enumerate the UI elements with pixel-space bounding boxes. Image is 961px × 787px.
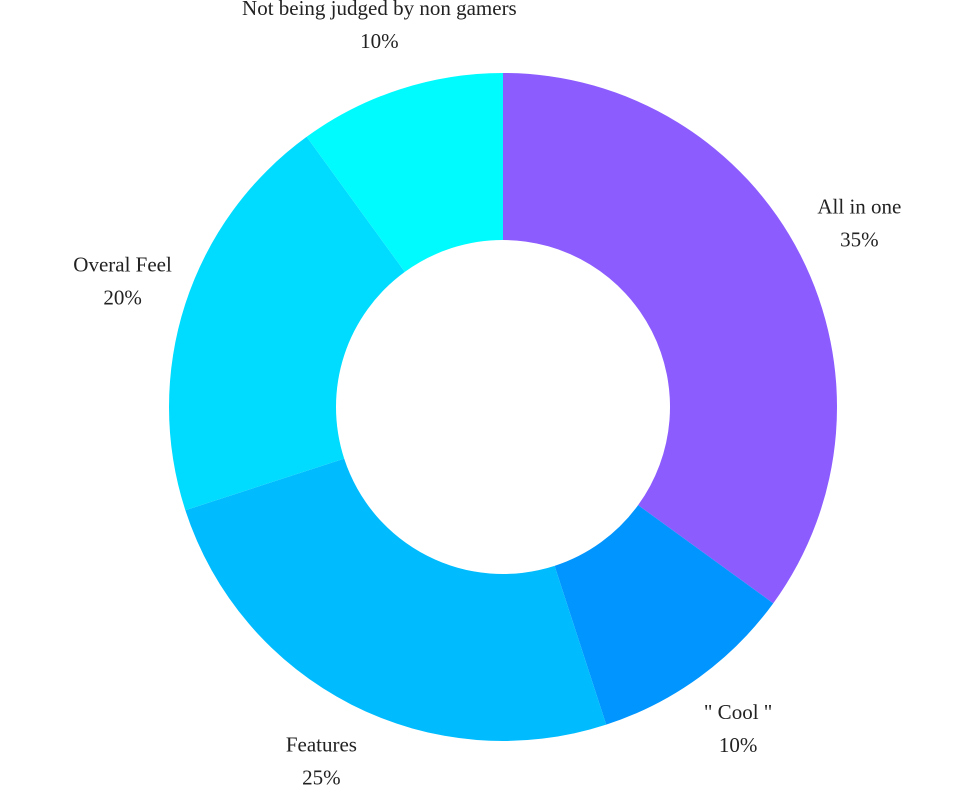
slice-overal-feel <box>168 136 405 511</box>
slice-label: Overal Feel <box>73 253 172 277</box>
slice-label: Features <box>286 733 357 757</box>
slice-not-being-judged-by-non-gamers <box>306 73 503 272</box>
labels-layer: All in one 35% " Cool " 10% Features 25% Overa… <box>73 0 901 787</box>
slice-label: All in one <box>817 195 901 219</box>
slice-percent: 25% <box>302 766 341 787</box>
slice-percent: 10% <box>360 29 399 53</box>
slice-label: Not being judged by non gamers <box>242 0 517 20</box>
slice-features <box>185 458 607 741</box>
slice-all-in-one <box>503 73 837 604</box>
slice-percent: 10% <box>719 733 758 757</box>
slice-percent: 35% <box>840 228 879 252</box>
slices-layer <box>168 73 837 741</box>
slice-cool <box>554 505 774 725</box>
slice-percent: 20% <box>103 286 142 310</box>
slice-label: " Cool " <box>704 700 773 724</box>
